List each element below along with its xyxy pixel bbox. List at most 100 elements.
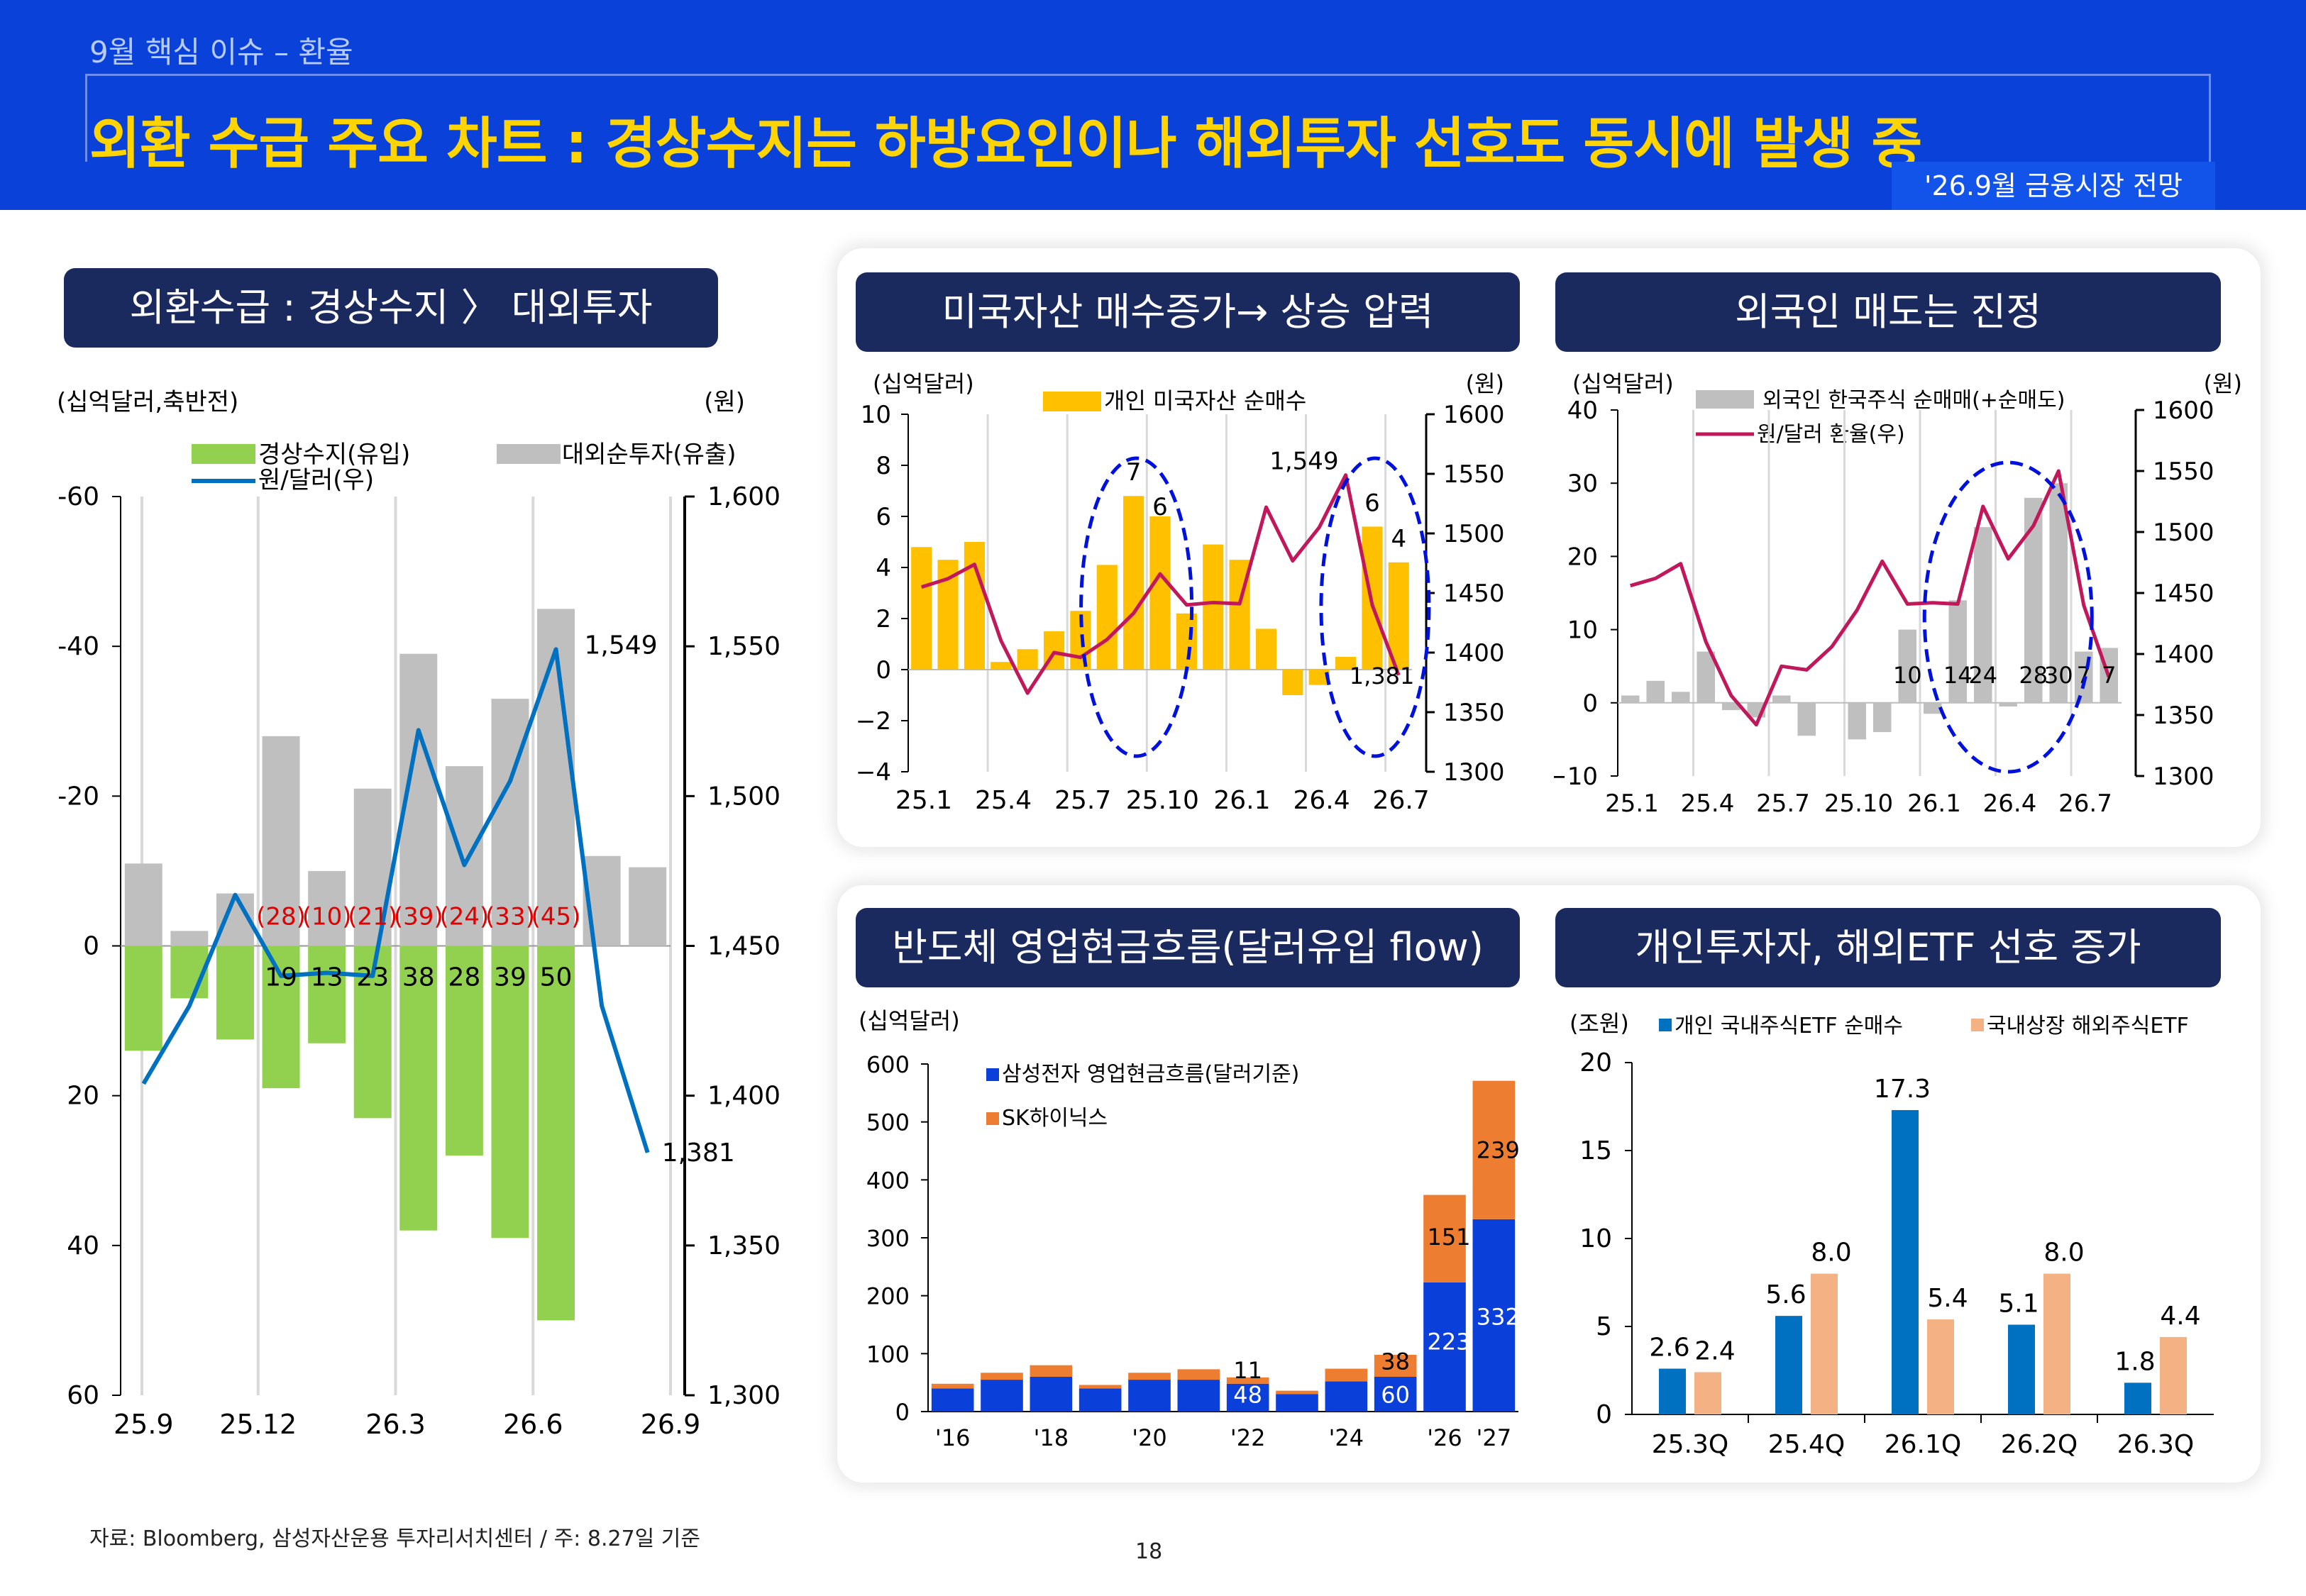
bar-current-account [537,946,575,1321]
bar-foreign [1999,702,2018,706]
left-tick-label: −10 [1554,763,1598,791]
line-label-high: 1,549 [1269,448,1338,476]
bar-foreign [1973,527,1992,703]
bar-label-inflow: 38 [402,963,435,992]
bar-label-outflow: (24) [439,903,489,931]
right-tick-label: 1,350 [707,1231,780,1260]
chart-fx-supply: (십억달러,축반전) (원) 경상수지(유입) 대외순투자(유출) 원/달러(우) -60… [57,388,780,1440]
right-tick-label: 1350 [2153,702,2214,730]
legend-label-hynix: SK하이닉스 [1002,1106,1108,1131]
bar-domestic-etf [2124,1382,2151,1414]
left-tick-label: 0 [1582,689,1598,718]
left-tick-label: 40 [67,1231,99,1260]
x-tick-label: 26.6 [503,1409,563,1440]
left-tick-label: -60 [57,482,99,511]
bar-domestic-etf [1659,1368,1686,1414]
left-tick-label: 600 [866,1051,910,1078]
bar-foreign [1646,680,1665,703]
left-tick-label: 60 [67,1381,99,1410]
chart-etf-pref: (조원) 개인 국내주식ETF 순매수 국내상장 해외주식ETF 20 15 10 5 0 2.… [1569,1010,2214,1459]
right-tick-label: 1300 [2153,763,2214,791]
bar-foreign [1797,702,1816,736]
bar-value-label: 10 [1893,662,1922,689]
bar-value-label: 7 [2102,662,2116,689]
x-tick-label: 25.4 [975,786,1032,815]
right-tick-label: 1600 [1443,401,1505,429]
bar-samsung [1030,1377,1073,1412]
bar-foreign [1948,600,1968,703]
bar-value-label: 2.4 [1694,1336,1735,1365]
x-tick-label: 26.3Q [2117,1430,2195,1459]
page-title: 외환 수급 주요 차트 : 경상수지는 하방요인이나 해외투자 선호도 동시에 … [89,112,1922,176]
bar-hynix [1472,1080,1516,1219]
bar-net-investment [124,863,162,946]
x-tick-label: 26.4 [1983,789,2037,818]
x-tick-label: 25.10 [1126,786,1199,815]
x-tick-label: '26 [1427,1424,1462,1451]
bar-value-label: 223 [1427,1328,1470,1355]
bar-current-account [216,946,254,1040]
right-tick-label: 1450 [1443,580,1505,608]
right-tick-label: 1,600 [707,482,780,511]
right-unit: (원) [704,388,745,416]
bar-label-outflow: (21) [348,903,397,931]
legend-label-net-investment: 대외순투자(유출) [562,440,737,469]
bar-foreign [1697,651,1716,703]
bar-value-label: 5.6 [1765,1280,1806,1309]
bar-value-label: 5.1 [1998,1290,2039,1319]
bar-value-label: 1.8 [2114,1347,2155,1376]
right-unit: (원) [1466,370,1504,397]
left-tick-label: 0 [1596,1400,1612,1429]
x-tick-label: 26.1 [1213,786,1270,815]
bar-hynix [1128,1373,1171,1380]
bar-hynix [1276,1390,1318,1395]
highlight-ellipse [1079,456,1194,758]
right-tick-label: 1450 [2153,580,2214,608]
bar-us-assets [1123,496,1144,670]
bar-foreign [1848,702,1867,740]
bar-foreign [1923,702,1942,714]
legend-swatch-hynix [986,1112,999,1125]
chart-us-assets: (십억달러) (원)개인 미국자산 순매수1086420−2−4160015501… [856,370,1505,815]
bar-hynix [1030,1365,1073,1377]
bar-samsung [1423,1282,1466,1412]
line-label-last: 1,381 [662,1138,735,1168]
bar-value-label: 30 [2044,662,2073,689]
bar-value-label: 38 [1381,1348,1410,1375]
right-tick-label: 1,550 [707,632,780,661]
bar-overseas-etf [1694,1372,1721,1414]
bar-foreign [1772,695,1791,703]
bar-value-label: 48 [1233,1382,1262,1409]
bar-label-outflow: (28) [256,903,306,931]
bar-hynix [931,1383,974,1389]
bar-value-label: 5.4 [1927,1284,1968,1313]
bar-hynix [1177,1369,1220,1380]
x-tick-label: 25.1 [1605,789,1659,818]
bar-hynix [1226,1377,1269,1384]
bar-foreign [1721,702,1740,711]
legend-label-usdkrw: 원/달러 환율(우) [1757,422,1905,447]
bar-value-label: 8.0 [2043,1238,2084,1268]
left-tick-label: 5 [1596,1312,1612,1341]
right-tick-label: 1300 [1443,758,1505,787]
x-tick-label: 25.10 [1824,789,1893,818]
left-tick-label: −4 [856,758,891,787]
bar-hynix [1423,1195,1466,1282]
bar-us-assets [1176,613,1197,670]
bar-samsung [981,1380,1023,1412]
bar-us-assets [911,547,932,670]
legend-swatch-foreign [1696,390,1754,409]
x-tick-label: 25.9 [114,1409,174,1440]
legend-label-current-account: 경상수지(유입) [258,440,410,469]
bar-label-inflow: 23 [356,963,389,992]
bar-value-label: 4.4 [2160,1302,2200,1331]
chart-semis-cash: (십억달러)삼성전자 영업현금흐름(달러기준)SK하이닉스60050040030… [859,1007,1520,1451]
bar-samsung [1325,1381,1368,1412]
bar-current-account [491,946,529,1238]
bar-us-assets [1388,562,1409,670]
breadcrumb: 9월 핵심 이슈 – 환율 [89,35,353,70]
source-note: 자료: Bloomberg, 삼성자산운용 투자리서치센터 / 주: 8.27일… [89,1526,701,1551]
x-tick-label: '20 [1132,1424,1167,1451]
report-tag: '26.9월 금융시장 전망 [1892,162,2215,210]
x-tick-label: 26.7 [2058,789,2112,818]
